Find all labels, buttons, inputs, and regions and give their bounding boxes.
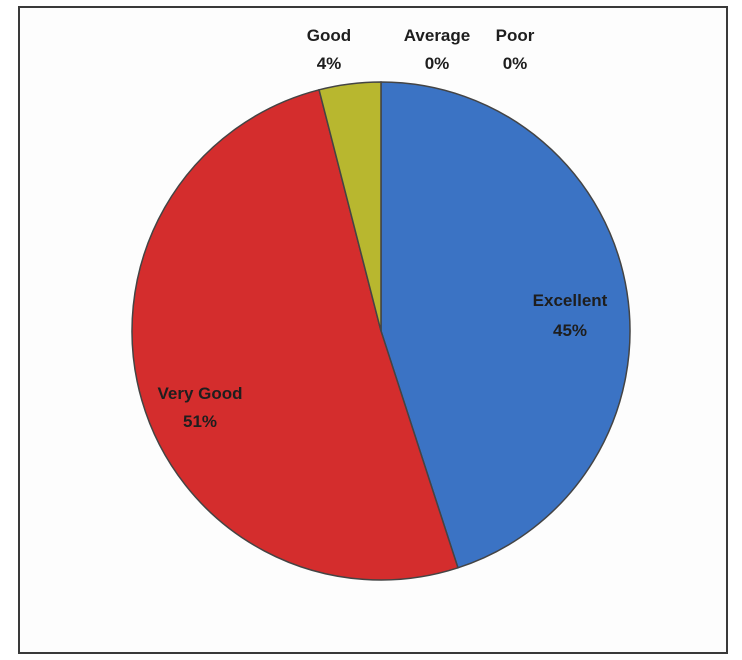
slice-value-poor: 0% (503, 54, 528, 73)
slice-label-excellent: Excellent (533, 291, 608, 310)
pie-slice-very-good (131, 88, 459, 581)
slice-value-very-good: 51% (183, 412, 217, 431)
slice-label-very-good: Very Good (157, 384, 242, 403)
pie-labels: Excellent 45% Very Good 51% Good 4% Average 0% P… (157, 26, 607, 431)
pie-slice-good (318, 81, 382, 332)
slice-label-good: Good (307, 26, 351, 45)
pie-slice-excellent (380, 81, 631, 569)
slice-label-average: Average (404, 26, 470, 45)
slice-value-good: 4% (317, 54, 342, 73)
pie-slices (131, 81, 631, 581)
slice-label-poor: Poor (496, 26, 535, 45)
slice-value-excellent: 45% (553, 321, 587, 340)
slice-value-average: 0% (425, 54, 450, 73)
